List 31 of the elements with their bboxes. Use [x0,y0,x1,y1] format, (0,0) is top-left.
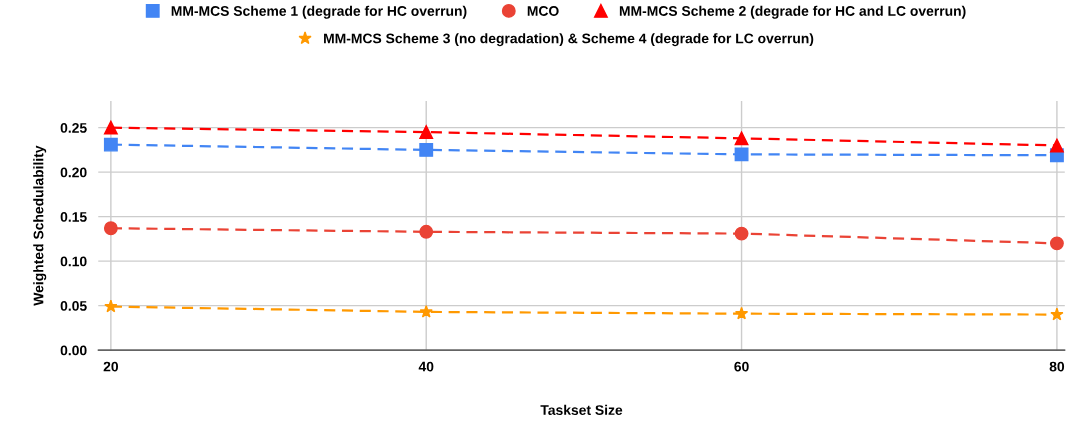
point [734,226,749,241]
point [419,224,434,239]
point [1049,138,1064,153]
point [103,221,118,236]
x-tick-label: 80 [1049,361,1065,372]
point [734,306,749,320]
point [103,120,118,135]
x-axis-title: Taskset Size [540,404,623,415]
point [734,147,749,162]
legend-label: MCO [527,6,559,16]
legend-label: MM-MCS Scheme 2 (degrade for HC and LC overrun) [619,5,966,19]
point [103,137,118,152]
y-tick-label: 0.10 [60,256,87,267]
legend-label: MM-MCS Scheme 3 (no degradation) & Scheme 4 (degrade for LC overrun) [324,33,814,47]
x-tick-label: 20 [103,361,119,372]
x-tick-label: 40 [418,361,434,372]
y-tick-label: 0.00 [60,345,87,356]
y-axis-title: Weighted Schedulability [33,145,47,306]
point [1050,307,1064,321]
y-tick-label: 0.15 [60,212,87,222]
y-tick-label: 0.05 [60,301,87,311]
point [1049,236,1064,251]
x-tick-label: 60 [734,361,749,372]
point [734,131,749,146]
legend-label: MM-MCS Scheme 1 (degrade for HC overrun) [171,5,467,19]
y-tick-label: 0.20 [60,167,87,178]
point [104,299,118,313]
point [419,142,434,157]
y-tick-label: 0.25 [60,123,87,133]
point [419,125,434,140]
point [419,304,433,318]
